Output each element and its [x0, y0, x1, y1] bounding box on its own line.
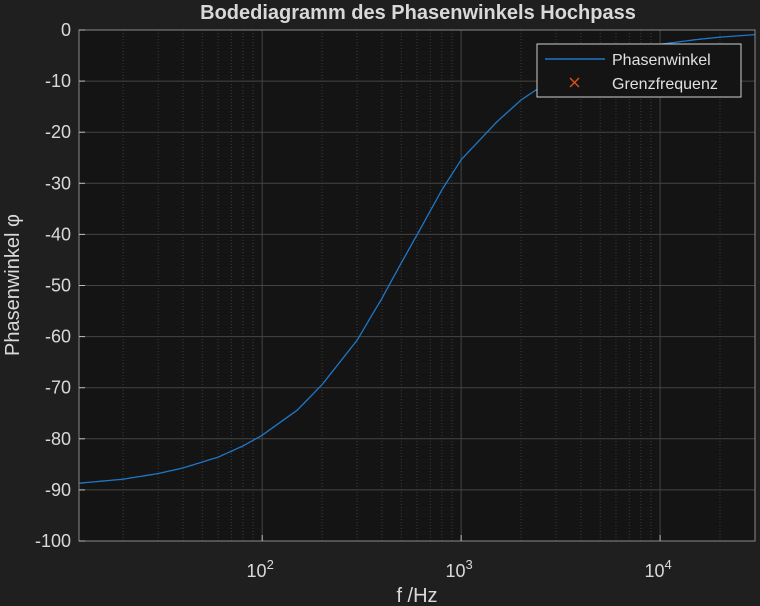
- legend-box: [536, 43, 742, 98]
- y-tick-label: -10: [45, 71, 71, 91]
- legend-label-phasenwinkel: Phasenwinkel: [612, 52, 711, 69]
- y-tick-label: -50: [45, 276, 71, 296]
- y-tick-label: -80: [45, 429, 71, 449]
- legend: Phasenwinkel Grenzfrequenz: [536, 43, 742, 98]
- y-tick-label: -40: [45, 224, 71, 244]
- chart-title: Bodediagramm des Phasenwinkels Hochpass: [200, 2, 636, 24]
- y-tick-label: -30: [45, 173, 71, 193]
- y-tick-label: 0: [61, 20, 71, 40]
- legend-marker-grenzfrequenz: [569, 77, 580, 88]
- x-tick-label: 102: [247, 557, 274, 581]
- legend-label-grenzfrequenz: Grenzfrequenz: [612, 76, 718, 93]
- y-tick-label: -70: [45, 378, 71, 398]
- y-tick-label: -60: [45, 327, 71, 347]
- y-tick-label: -20: [45, 122, 71, 142]
- y-axis-label: Phasenwinkel φ: [2, 214, 24, 356]
- y-tick-label: -90: [45, 480, 71, 500]
- x-tick-label: 104: [644, 557, 671, 581]
- axis-ticks: 102 103 104 0 -10 -20 -30 -40 -50 -60 -70 -80 -90 -10…: [35, 20, 672, 581]
- x-axis-label: f /Hz: [396, 585, 437, 606]
- x-tick-label: 103: [446, 557, 473, 581]
- y-tick-label: -100: [35, 531, 71, 551]
